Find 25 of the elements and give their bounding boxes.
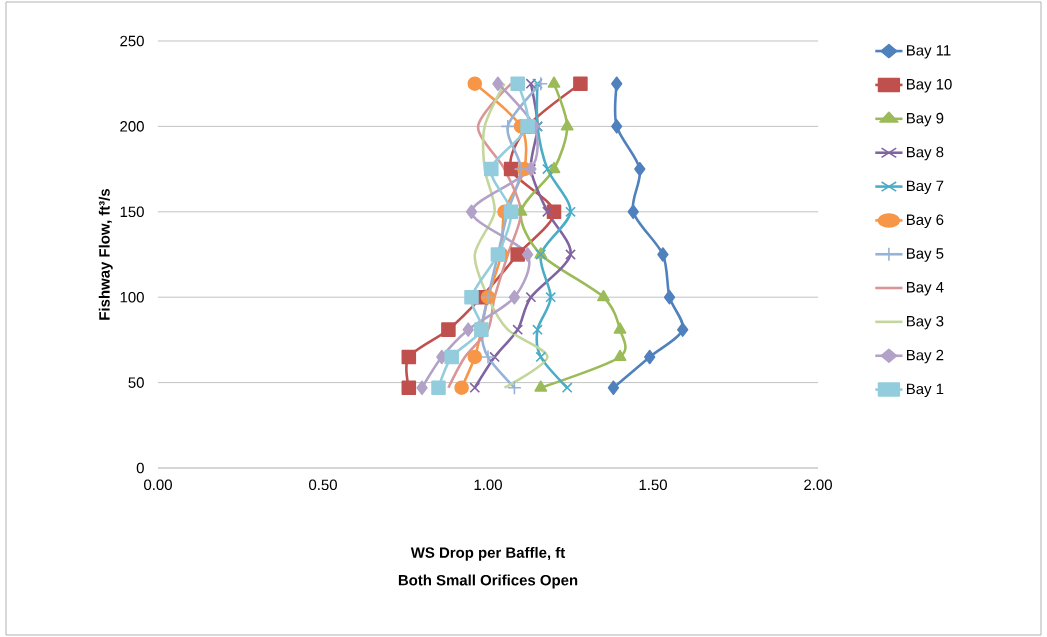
y-tick-label: 150 bbox=[120, 206, 144, 218]
x-tick-label: 0.50 bbox=[309, 479, 337, 491]
legend-label: Bay 2 bbox=[907, 349, 944, 364]
x-tick-label: 2.00 bbox=[804, 479, 832, 491]
y-axis-title: Fishway Flow, ft³/s bbox=[98, 188, 113, 320]
y-tick-label: 100 bbox=[120, 291, 144, 303]
legend-label: Bay 8 bbox=[907, 146, 944, 161]
legend-label: Bay 1 bbox=[907, 383, 944, 398]
legend-label: Bay 4 bbox=[907, 282, 944, 296]
legend-label: Bay 7 bbox=[907, 180, 944, 195]
y-tick-label: 250 bbox=[120, 35, 144, 47]
x-tick-label: 0.00 bbox=[144, 479, 172, 491]
legend-label: Bay 6 bbox=[907, 214, 944, 228]
text: Both Small Orifices Open bbox=[398, 574, 578, 589]
legend-label: Bay 11 bbox=[907, 45, 951, 59]
y-tick-label: 200 bbox=[120, 121, 144, 132]
x-tick-label: 1.50 bbox=[639, 479, 667, 491]
legend-label: Bay 3 bbox=[907, 315, 944, 330]
y-tick-label: 50 bbox=[128, 377, 144, 388]
legend-label: Bay 9 bbox=[907, 112, 944, 127]
x-tick-label: 1.00 bbox=[474, 479, 502, 491]
legend-label: Bay 5 bbox=[907, 248, 944, 262]
x-axis-title: WS Drop per Baffle, ft bbox=[410, 546, 566, 561]
legend-label: Bay 10 bbox=[907, 78, 952, 93]
y-tick-label: 0 bbox=[136, 462, 144, 474]
